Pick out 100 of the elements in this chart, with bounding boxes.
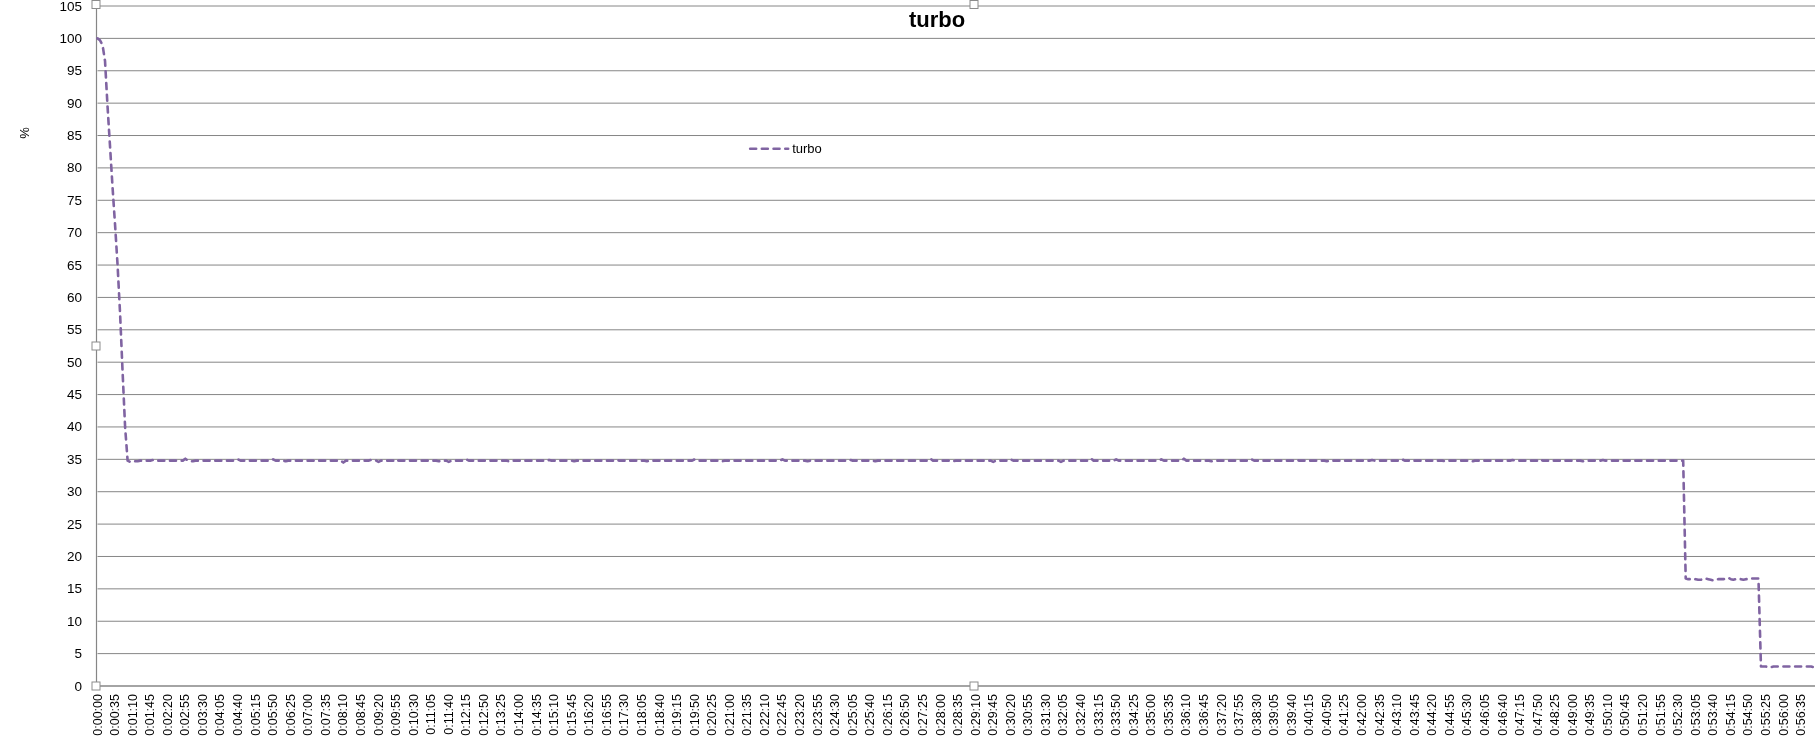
- y-tick-label: 40: [66, 419, 82, 435]
- x-tick-label: 0:40:50: [1319, 693, 1334, 736]
- y-tick-label: 20: [66, 548, 82, 564]
- x-tick-label: 0:21:00: [722, 693, 737, 736]
- x-tick-label: 0:05:15: [248, 693, 263, 736]
- x-tick-label: 0:52:30: [1671, 693, 1686, 736]
- x-tick-label: 0:41:25: [1337, 693, 1352, 736]
- y-tick-label: 80: [66, 160, 82, 176]
- x-tick-label: 0:51:20: [1636, 693, 1651, 736]
- x-tick-label: 0:08:45: [353, 693, 368, 736]
- x-tick-label: 0:18:05: [634, 693, 649, 736]
- y-tick-label: 70: [66, 225, 82, 241]
- x-tick-label: 0:08:10: [336, 693, 351, 736]
- x-tick-label: 0:47:50: [1530, 693, 1545, 736]
- chart-title: turbo: [908, 7, 966, 32]
- y-tick-label: 55: [66, 322, 82, 338]
- y-tick-label: 5: [74, 646, 82, 662]
- x-tick-label: 0:54:15: [1723, 693, 1738, 736]
- x-tick-label: 0:01:45: [143, 693, 158, 736]
- x-tick-label: 0:23:20: [793, 693, 808, 736]
- x-tick-label: 0:39:40: [1284, 693, 1299, 736]
- x-tick-label: 0:50:45: [1618, 693, 1633, 736]
- x-tick-label: 0:12:50: [476, 693, 491, 736]
- x-tick-label: 0:30:55: [1021, 693, 1036, 736]
- x-tick-label: 0:14:00: [512, 693, 527, 736]
- x-tick-label: 0:02:55: [178, 693, 193, 736]
- x-tick-label: 0:00:35: [108, 693, 123, 736]
- x-tick-label: 0:30:20: [1003, 693, 1018, 736]
- x-tick-label: 0:23:55: [810, 693, 825, 736]
- x-tick-label: 0:11:05: [424, 693, 439, 735]
- x-tick-label: 0:47:15: [1513, 693, 1528, 736]
- x-tick-label: 0:28:00: [933, 693, 948, 736]
- x-tick-label: 0:37:20: [1214, 693, 1229, 736]
- x-tick-label: 0:07:00: [301, 693, 316, 736]
- x-tick-label: 0:39:05: [1267, 693, 1282, 736]
- x-tick-label: 0:04:40: [231, 693, 245, 736]
- y-tick-label: 30: [66, 484, 82, 500]
- x-tick-label: 0:09:55: [389, 693, 404, 736]
- y-tick-label: 60: [66, 289, 82, 305]
- x-tick-label: 0:49:35: [1583, 693, 1598, 736]
- x-tick-label: 0:22:45: [775, 693, 790, 736]
- x-tick-label: 0:48:25: [1548, 693, 1563, 736]
- x-tick-label: 0:25:40: [863, 693, 878, 736]
- x-tick-label: 0:32:40: [1074, 693, 1089, 736]
- x-tick-label: 0:42:00: [1355, 693, 1370, 736]
- x-tick-label: 0:33:15: [1091, 693, 1106, 736]
- x-tick-label: 0:54:50: [1741, 693, 1756, 736]
- x-tick-label: 0:26:15: [880, 693, 895, 736]
- x-tick-label: 0:14:35: [529, 693, 544, 736]
- x-tick-label: 0:19:50: [687, 693, 702, 736]
- x-tick-label: 0:32:05: [1056, 693, 1071, 736]
- x-tick-label: 0:43:45: [1407, 693, 1422, 736]
- y-tick-label: 15: [66, 581, 82, 597]
- y-tick-label: 25: [66, 516, 82, 532]
- x-tick-label: 0:27:25: [915, 693, 930, 736]
- line-series: [96, 37, 1815, 669]
- x-tick-label: 0:24:30: [828, 693, 843, 736]
- y-tick-label: 105: [59, 0, 82, 14]
- x-tick-label: 0:13:25: [494, 693, 509, 736]
- x-tick-label: 0:01:10: [125, 693, 140, 736]
- x-tick-label: 0:51:55: [1653, 693, 1668, 736]
- x-tick-label: 0:16:20: [582, 693, 597, 736]
- y-tick-label: 50: [66, 354, 82, 370]
- x-tick-label: 0:56:35: [1794, 693, 1809, 736]
- x-tick-label: 0:33:50: [1109, 693, 1124, 736]
- x-tick-label: 0:22:10: [757, 693, 772, 736]
- x-tick-label: 0:55:25: [1758, 693, 1773, 736]
- x-tick-label: 0:03:30: [195, 693, 210, 736]
- y-tick-label: 75: [66, 192, 82, 208]
- x-tick-label: 0:20:25: [705, 693, 720, 736]
- x-tick-label: 0:21:35: [740, 693, 755, 736]
- x-tick-label: 0:15:45: [564, 693, 579, 736]
- y-axis-title: %: [16, 126, 32, 139]
- x-tick-label: 0:28:35: [951, 693, 966, 736]
- x-tick-label: 0:34:25: [1126, 693, 1141, 736]
- x-tick-label: 0:43:10: [1390, 693, 1405, 736]
- x-tick-label: 0:44:55: [1442, 693, 1457, 736]
- x-tick-label: 0:56:00: [1776, 693, 1791, 736]
- y-tick-label: 95: [66, 63, 82, 79]
- x-tick-label: 0:53:40: [1706, 693, 1721, 736]
- x-tick-label: 0:44:20: [1425, 693, 1440, 736]
- x-tick-label: 0:36:10: [1179, 693, 1194, 736]
- x-tick-label: 0:11:40: [441, 693, 456, 735]
- x-tick-label: 0:05:50: [266, 693, 281, 736]
- x-tick-label: 0:45:30: [1460, 693, 1475, 736]
- y-tick-label: 65: [66, 257, 82, 273]
- x-tick-label: 0:17:30: [617, 693, 632, 736]
- x-tick-label: 0:36:45: [1196, 693, 1211, 736]
- y-tick-label: 85: [66, 128, 82, 144]
- x-tick-label: 0:02:20: [160, 693, 175, 736]
- x-tick-label: 0:29:10: [968, 693, 983, 736]
- x-tick-label: 0:06:25: [283, 693, 298, 736]
- x-tick-label: 0:25:05: [845, 693, 860, 736]
- x-tick-label: 0:29:45: [986, 693, 1001, 736]
- x-tick-label: 0:15:10: [547, 693, 562, 736]
- x-tick-label: 0:40:15: [1302, 693, 1317, 736]
- x-tick-label: 0:07:35: [318, 693, 333, 736]
- x-tick-label: 0:12:15: [459, 693, 474, 736]
- x-tick-label: 0:35:00: [1144, 693, 1159, 736]
- x-tick-label: 0:04:05: [213, 693, 228, 736]
